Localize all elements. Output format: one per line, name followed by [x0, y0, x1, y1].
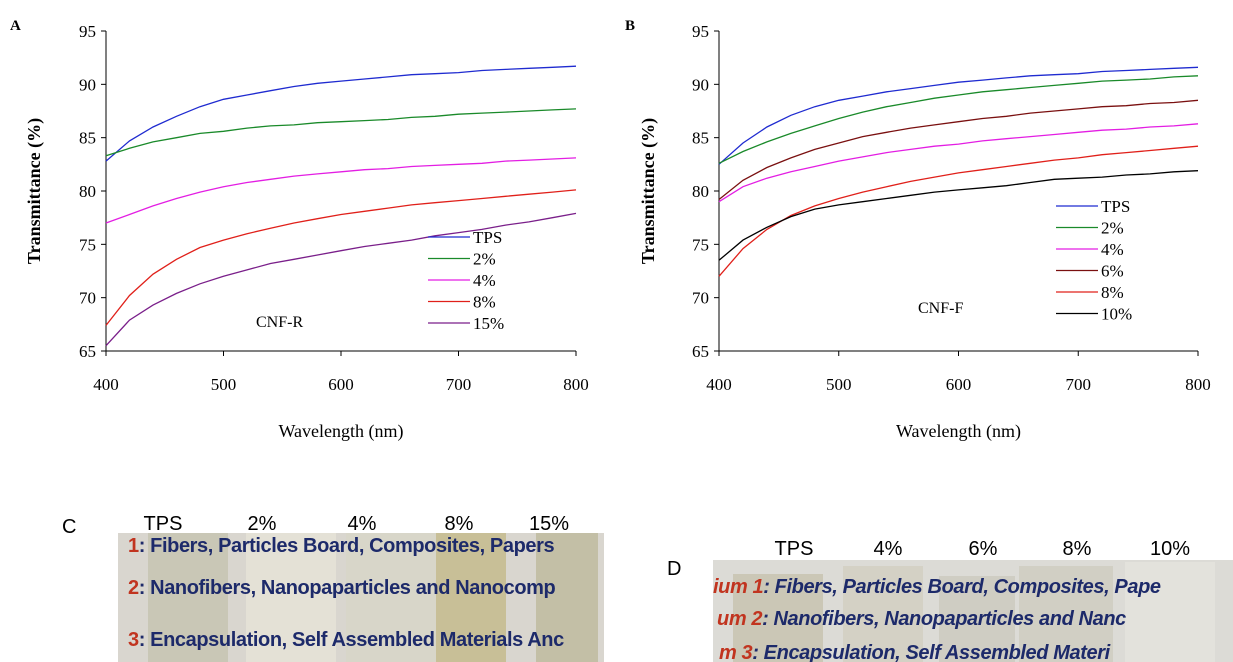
- film-strip: [436, 533, 506, 662]
- legend-label: TPS: [1101, 197, 1130, 216]
- film-strip: [346, 533, 436, 662]
- y-tick-label: 65: [692, 342, 709, 361]
- photo-text-line: ium 1: Fibers, Particles Board, Composit…: [713, 576, 1161, 598]
- x-tick-label: 600: [946, 375, 972, 394]
- film-strip: [843, 566, 923, 662]
- film-strip: [939, 576, 1015, 662]
- chart-annotation: CNF-F: [918, 300, 963, 317]
- chart-b: B 65 70 75 80 85 90 95 400 500 600 700 800 Wavelength…: [625, 18, 1211, 442]
- panel-letter: A: [10, 18, 21, 34]
- photo-column-header: TPS: [143, 513, 183, 535]
- film-strip: [148, 533, 228, 662]
- photo-column-header: 10%: [1149, 538, 1191, 560]
- photo-text-line: 3: Encapsulation, Self Assembled Materia…: [128, 629, 564, 651]
- legend-label: 6%: [1101, 262, 1124, 281]
- photo-text-line: 2: Nanofibers, Nanopaparticles and Nanoc…: [128, 577, 556, 599]
- panel-d-letter: D: [667, 558, 682, 580]
- y-tick-label: 75: [692, 235, 709, 254]
- legend-label: 2%: [1101, 219, 1124, 238]
- y-tick-label: 90: [79, 75, 96, 94]
- y-tick-label: 85: [79, 129, 96, 148]
- y-tick-label: 80: [79, 182, 96, 201]
- x-tick-label: 400: [93, 375, 119, 394]
- y-tick-label: 95: [79, 22, 96, 41]
- series-line: [105, 212, 577, 347]
- x-tick-label: 700: [1066, 375, 1092, 394]
- legend-label: 8%: [473, 293, 496, 312]
- photo-column-header: 4%: [347, 513, 377, 535]
- x-axis-title: Wavelength (nm): [278, 421, 403, 442]
- photo-column-header: TPS: [774, 538, 814, 560]
- y-axis-title: Transmittance (%): [638, 118, 659, 264]
- x-tick-label: 500: [211, 375, 237, 394]
- film-strip: [246, 533, 336, 662]
- y-tick-label: 80: [692, 182, 709, 201]
- series-line: [105, 157, 577, 224]
- y-tick-label: 95: [692, 22, 709, 41]
- legend-label: 10%: [1101, 305, 1132, 324]
- series-line: [105, 189, 577, 326]
- series-line: [718, 170, 1199, 261]
- y-tick-label: 70: [692, 289, 709, 308]
- legend-label: 2%: [473, 250, 496, 269]
- legend-label: 8%: [1101, 283, 1124, 302]
- photo-text-line: 1: Fibers, Particles Board, Composites, …: [128, 535, 555, 557]
- photo-column-header: 4%: [873, 538, 903, 560]
- series-line: [105, 65, 577, 162]
- series-line: [105, 108, 577, 157]
- legend-label: 4%: [473, 271, 496, 290]
- panel-c-photo: 1: Fibers, Particles Board, Composites, …: [118, 533, 604, 662]
- legend-label: 4%: [1101, 240, 1124, 259]
- x-axis-title: Wavelength (nm): [896, 421, 1021, 442]
- x-tick-label: 800: [563, 375, 589, 394]
- x-tick-label: 600: [328, 375, 354, 394]
- panel-d-photo: ium 1: Fibers, Particles Board, Composit…: [713, 560, 1233, 662]
- x-tick-label: 700: [446, 375, 472, 394]
- y-axis-title: Transmittance (%): [24, 118, 45, 264]
- x-tick-label: 800: [1185, 375, 1211, 394]
- film-strip: [733, 574, 823, 662]
- y-tick-label: 75: [79, 235, 96, 254]
- series-line: [718, 145, 1199, 277]
- photo-column-header: 2%: [247, 513, 277, 535]
- series-line: [718, 99, 1199, 201]
- film-strip: [1019, 566, 1113, 662]
- series-line: [718, 123, 1199, 203]
- x-tick-label: 500: [826, 375, 852, 394]
- series-line: [718, 66, 1199, 165]
- legend-label: 15%: [473, 314, 504, 333]
- x-tick-label: 400: [706, 375, 732, 394]
- photo-column-header: 8%: [444, 513, 474, 535]
- y-tick-label: 70: [79, 289, 96, 308]
- film-strip: [1125, 562, 1215, 662]
- panel-letter: B: [625, 18, 635, 34]
- photo-column-header: 8%: [1062, 538, 1092, 560]
- panel-c-letter: C: [62, 516, 77, 538]
- chart-annotation: CNF-R: [256, 314, 303, 331]
- y-tick-label: 65: [79, 342, 96, 361]
- photo-text-line: m 3: Encapsulation, Self Assembled Mater…: [719, 642, 1110, 662]
- film-strip: [536, 533, 598, 662]
- y-tick-label: 85: [692, 129, 709, 148]
- series-line: [718, 75, 1199, 164]
- y-tick-label: 90: [692, 75, 709, 94]
- chart-a: A 65 70 75 80 85 90 95 400 500 600 700 800 Wavelength…: [10, 18, 589, 442]
- photo-column-header: 6%: [968, 538, 998, 560]
- photo-column-header: 15%: [528, 513, 570, 535]
- photo-text-line: um 2: Nanofibers, Nanopaparticles and Na…: [717, 608, 1126, 630]
- legend-label: TPS: [473, 228, 502, 247]
